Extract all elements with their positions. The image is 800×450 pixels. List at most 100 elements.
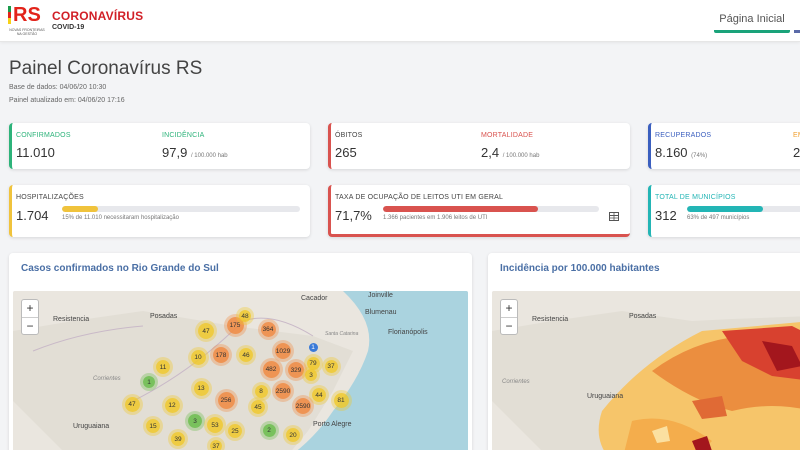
updated-text: Painel atualizado em: 04/06/20 17:16 bbox=[9, 97, 125, 104]
confirmados-value: 11.010 bbox=[16, 145, 55, 160]
place-label: Santa Catarina bbox=[325, 331, 359, 337]
incidencia-zoom-control: + − bbox=[500, 299, 518, 335]
incidencia-label: INCIDÊNCIA bbox=[162, 132, 205, 139]
map-cluster-marker[interactable]: 47 bbox=[124, 396, 140, 412]
place-label: Blumenau bbox=[365, 309, 397, 316]
incidencia-value: 97,9 bbox=[162, 145, 188, 160]
obitos-label: ÓBITOS bbox=[335, 132, 363, 139]
uti-label: TAXA DE OCUPAÇÃO DE LEITOS UTI EM GERAL bbox=[335, 194, 504, 201]
brand-subtitle: COVID-19 bbox=[52, 24, 85, 31]
obitos-value: 265 bbox=[335, 145, 357, 160]
card-obitos: ÓBITOS 265 MORTALIDADE 2,4 / 100.000 hab bbox=[328, 123, 630, 169]
map-cluster-marker[interactable]: 15 bbox=[146, 419, 160, 433]
map-cluster-marker[interactable]: 39 bbox=[171, 432, 185, 446]
mortalidade-value-wrap: 2,4 / 100.000 hab bbox=[481, 145, 539, 160]
place-label: Joinville bbox=[368, 292, 393, 299]
extra-label: EM bbox=[793, 132, 800, 139]
hospitalizacoes-bar bbox=[62, 206, 300, 212]
map-cluster-marker[interactable]: 81 bbox=[333, 392, 349, 408]
place-label: Florianópolis bbox=[388, 329, 428, 336]
map-cluster-marker[interactable]: 2590 bbox=[275, 383, 291, 399]
map-cluster-marker[interactable]: 46 bbox=[239, 348, 253, 362]
hospitalizacoes-bar-fill bbox=[62, 206, 98, 212]
extra-value: 2. bbox=[793, 145, 800, 160]
municipios-note: 63% de 497 municípios bbox=[687, 215, 750, 221]
card-confirmados: CONFIRMADOS 11.010 INCIDÊNCIA 97,9 / 100… bbox=[9, 123, 310, 169]
nav-home-link[interactable]: Página Inicial bbox=[714, 7, 790, 33]
map-cluster-marker[interactable]: 25 bbox=[228, 424, 242, 438]
top-header: RS NOVAS FRONTEIRAS NA GESTÃO CORONAVÍRU… bbox=[0, 0, 800, 42]
recuperados-pct: (74%) bbox=[691, 153, 708, 159]
map-cluster-marker[interactable]: 2 bbox=[262, 423, 276, 437]
rs-logo[interactable]: RS NOVAS FRONTEIRAS NA GESTÃO bbox=[8, 4, 45, 38]
place-label: Porto Alegre bbox=[313, 421, 352, 428]
brand: CORONAVÍRUS COVID-19 bbox=[52, 9, 143, 31]
uti-bar-fill bbox=[383, 206, 538, 212]
map-cluster-marker[interactable]: 178 bbox=[213, 347, 229, 363]
recuperados-value: 8.160 bbox=[655, 145, 688, 160]
hospitalizacoes-label: HOSPITALIZAÇÕES bbox=[16, 194, 84, 201]
page-title: Painel Coronavírus RS bbox=[9, 58, 203, 79]
map-cluster-marker[interactable]: 79 bbox=[306, 356, 320, 370]
municipios-bar-fill bbox=[687, 206, 763, 212]
map-cluster-marker[interactable]: 20 bbox=[286, 428, 300, 442]
casos-map-title: Casos confirmados no Rio Grande do Sul bbox=[21, 263, 219, 274]
map-cluster-marker[interactable]: 8 bbox=[254, 384, 268, 398]
map-cluster-marker[interactable]: 2590 bbox=[295, 398, 311, 414]
zoom-out-button[interactable]: − bbox=[22, 317, 38, 334]
map-cluster-marker[interactable]: 256 bbox=[217, 391, 235, 409]
place-label: Resistencia bbox=[532, 316, 569, 323]
place-label: Corrientes bbox=[93, 376, 121, 382]
map-cluster-marker[interactable]: 37 bbox=[324, 359, 338, 373]
data-base-text: Base de dados: 04/06/20 10:30 bbox=[9, 84, 107, 91]
recuperados-value-wrap: 8.160 (74%) bbox=[655, 145, 707, 160]
mortalidade-label: MORTALIDADE bbox=[481, 132, 534, 139]
map-cluster-marker[interactable]: 44 bbox=[312, 388, 326, 402]
incidencia-map-base bbox=[492, 291, 800, 450]
place-label: Posadas bbox=[629, 313, 657, 320]
map-cluster-marker[interactable]: 10 bbox=[190, 349, 206, 365]
map-cluster-marker[interactable]: 3 bbox=[188, 414, 202, 428]
place-label: Posadas bbox=[150, 313, 178, 320]
map-cluster-marker[interactable]: 3 bbox=[305, 369, 317, 381]
incidencia-unit: / 100.000 hab bbox=[190, 153, 228, 159]
map-cluster-marker[interactable]: 37 bbox=[210, 440, 222, 450]
zoom-in-button[interactable]: + bbox=[505, 301, 513, 315]
map-cluster-marker[interactable]: 329 bbox=[288, 362, 304, 378]
brand-title: CORONAVÍRUS bbox=[52, 9, 144, 23]
map-cluster-marker[interactable]: 11 bbox=[156, 360, 170, 374]
card-recuperados: RECUPERADOS 8.160 (74%) EM 2. bbox=[648, 123, 800, 169]
zoom-in-button[interactable]: + bbox=[26, 301, 34, 315]
table-icon[interactable] bbox=[609, 212, 619, 221]
map-cluster-marker[interactable]: 1 bbox=[143, 376, 155, 388]
map-cluster-marker[interactable]: 1029 bbox=[275, 343, 291, 359]
hospitalizacoes-value: 1.704 bbox=[16, 208, 49, 223]
mortalidade-value: 2,4 bbox=[481, 145, 500, 160]
nav-next-link[interactable] bbox=[794, 7, 800, 33]
municipios-bar bbox=[687, 206, 800, 212]
map-cluster-marker[interactable]: 45 bbox=[251, 400, 265, 414]
uti-value: 71,7% bbox=[335, 208, 372, 223]
map-cluster-marker[interactable]: 48 bbox=[239, 310, 251, 322]
casos-map-base bbox=[13, 291, 468, 450]
map-cluster-marker[interactable]: 47 bbox=[198, 323, 214, 339]
incidencia-map-title: Incidência por 100.000 habitantes bbox=[500, 263, 660, 274]
map-cluster-marker[interactable]: 12 bbox=[164, 397, 180, 413]
map-cluster-marker[interactable]: 53 bbox=[207, 417, 223, 433]
casos-map[interactable]: + − Cacador Joinville Blumenau Resistenc… bbox=[13, 291, 468, 450]
uti-note: 1.366 pacientes em 1.906 leitos de UTI bbox=[383, 215, 488, 221]
map-cluster-marker[interactable]: 175 bbox=[226, 316, 244, 334]
map-cluster-marker[interactable]: 1 bbox=[308, 342, 318, 352]
panel-incidencia-map: Incidência por 100.000 habitantes + − Re… bbox=[488, 253, 800, 450]
hospitalizacoes-note: 15% de 11.010 necessitaram hospitalizaçã… bbox=[62, 215, 179, 221]
mortalidade-unit: / 100.000 hab bbox=[502, 153, 540, 159]
confirmados-label: CONFIRMADOS bbox=[16, 132, 71, 139]
casos-zoom-control: + − bbox=[21, 299, 39, 335]
map-cluster-marker[interactable]: 364 bbox=[260, 321, 276, 337]
place-label: Corrientes bbox=[502, 379, 530, 385]
zoom-out-button[interactable]: − bbox=[501, 317, 517, 334]
uti-bar bbox=[383, 206, 599, 212]
map-cluster-marker[interactable]: 13 bbox=[193, 380, 209, 396]
map-cluster-marker[interactable]: 482 bbox=[262, 360, 280, 378]
incidencia-map[interactable]: + − Resistencia Posadas Corrientes Urugu… bbox=[492, 291, 800, 450]
